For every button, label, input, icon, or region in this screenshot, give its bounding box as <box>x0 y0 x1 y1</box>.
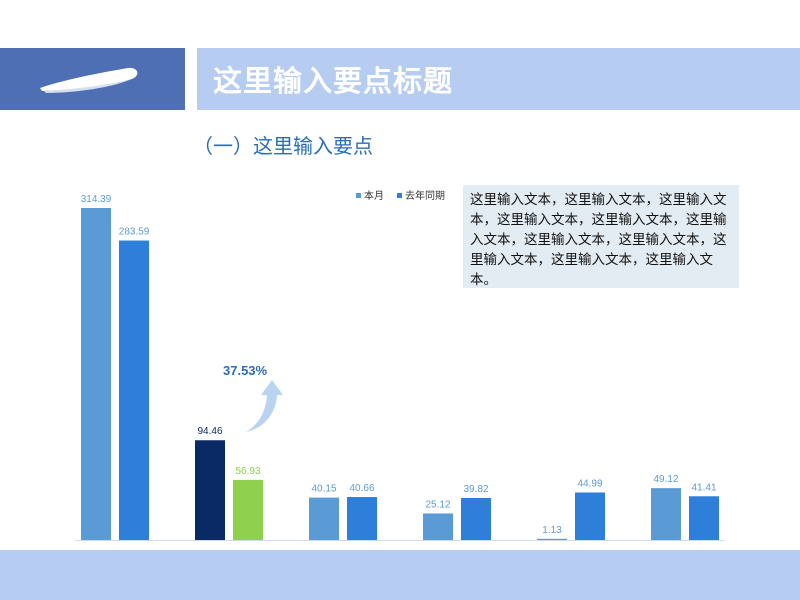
bar-series2-group2 <box>233 479 263 540</box>
curved-arrow-icon <box>246 380 283 432</box>
data-label-series1-group2: 94.46 <box>197 426 222 437</box>
legend-label-series2: 去年同期 <box>405 189 445 202</box>
section-subtitle: （一）这里输入要点 <box>193 134 373 158</box>
header-title-bar: 这里输入要点标题 <box>197 48 800 110</box>
growth-arrow-annotation: 37.53% <box>223 363 283 432</box>
data-label-series2-group6: 41.41 <box>691 482 716 493</box>
legend-swatch-series2 <box>397 193 402 198</box>
text-box: 这里输入文本，这里输入文本，这里输入文本，这里输入文本，这里输入文本，这里输入文… <box>463 185 739 288</box>
page-title: 这里输入要点标题 <box>213 64 454 98</box>
bar-series2-group3 <box>347 497 377 540</box>
bar-series2-group6 <box>689 496 719 540</box>
bar-series2-group4 <box>461 497 491 540</box>
header-logo-panel <box>0 48 185 110</box>
bar-series1-group5 <box>537 538 567 540</box>
data-label-series2-group3: 40.66 <box>349 483 374 494</box>
bar-series2-group1 <box>119 240 149 540</box>
bar-series1-group1 <box>81 208 111 540</box>
data-label-series2-group1: 283.59 <box>119 227 150 238</box>
data-label-series1-group4: 25.12 <box>425 499 450 510</box>
bar-series1-group3 <box>309 497 339 540</box>
data-label-series2-group5: 44.99 <box>577 478 602 489</box>
data-label-series2-group2: 56.93 <box>235 466 260 477</box>
data-label-series1-group5: 1.13 <box>542 525 562 536</box>
data-label-series1-group3: 40.15 <box>311 484 336 495</box>
bar-series1-group6 <box>651 488 681 540</box>
data-label-series2-group4: 39.82 <box>463 484 488 495</box>
bar-series2-group5 <box>575 492 605 540</box>
bar-series1-group2 <box>195 440 225 540</box>
brush-stroke-logo-icon <box>40 67 138 93</box>
legend-label-series1: 本月 <box>364 189 384 202</box>
legend-swatch-series1 <box>356 193 361 198</box>
data-label-series1-group6: 49.12 <box>653 474 678 485</box>
growth-percentage-label: 37.53% <box>223 363 268 378</box>
data-label-series1-group1: 314.39 <box>81 194 112 205</box>
bar-series1-group4 <box>423 513 453 540</box>
footer-band <box>0 550 800 600</box>
